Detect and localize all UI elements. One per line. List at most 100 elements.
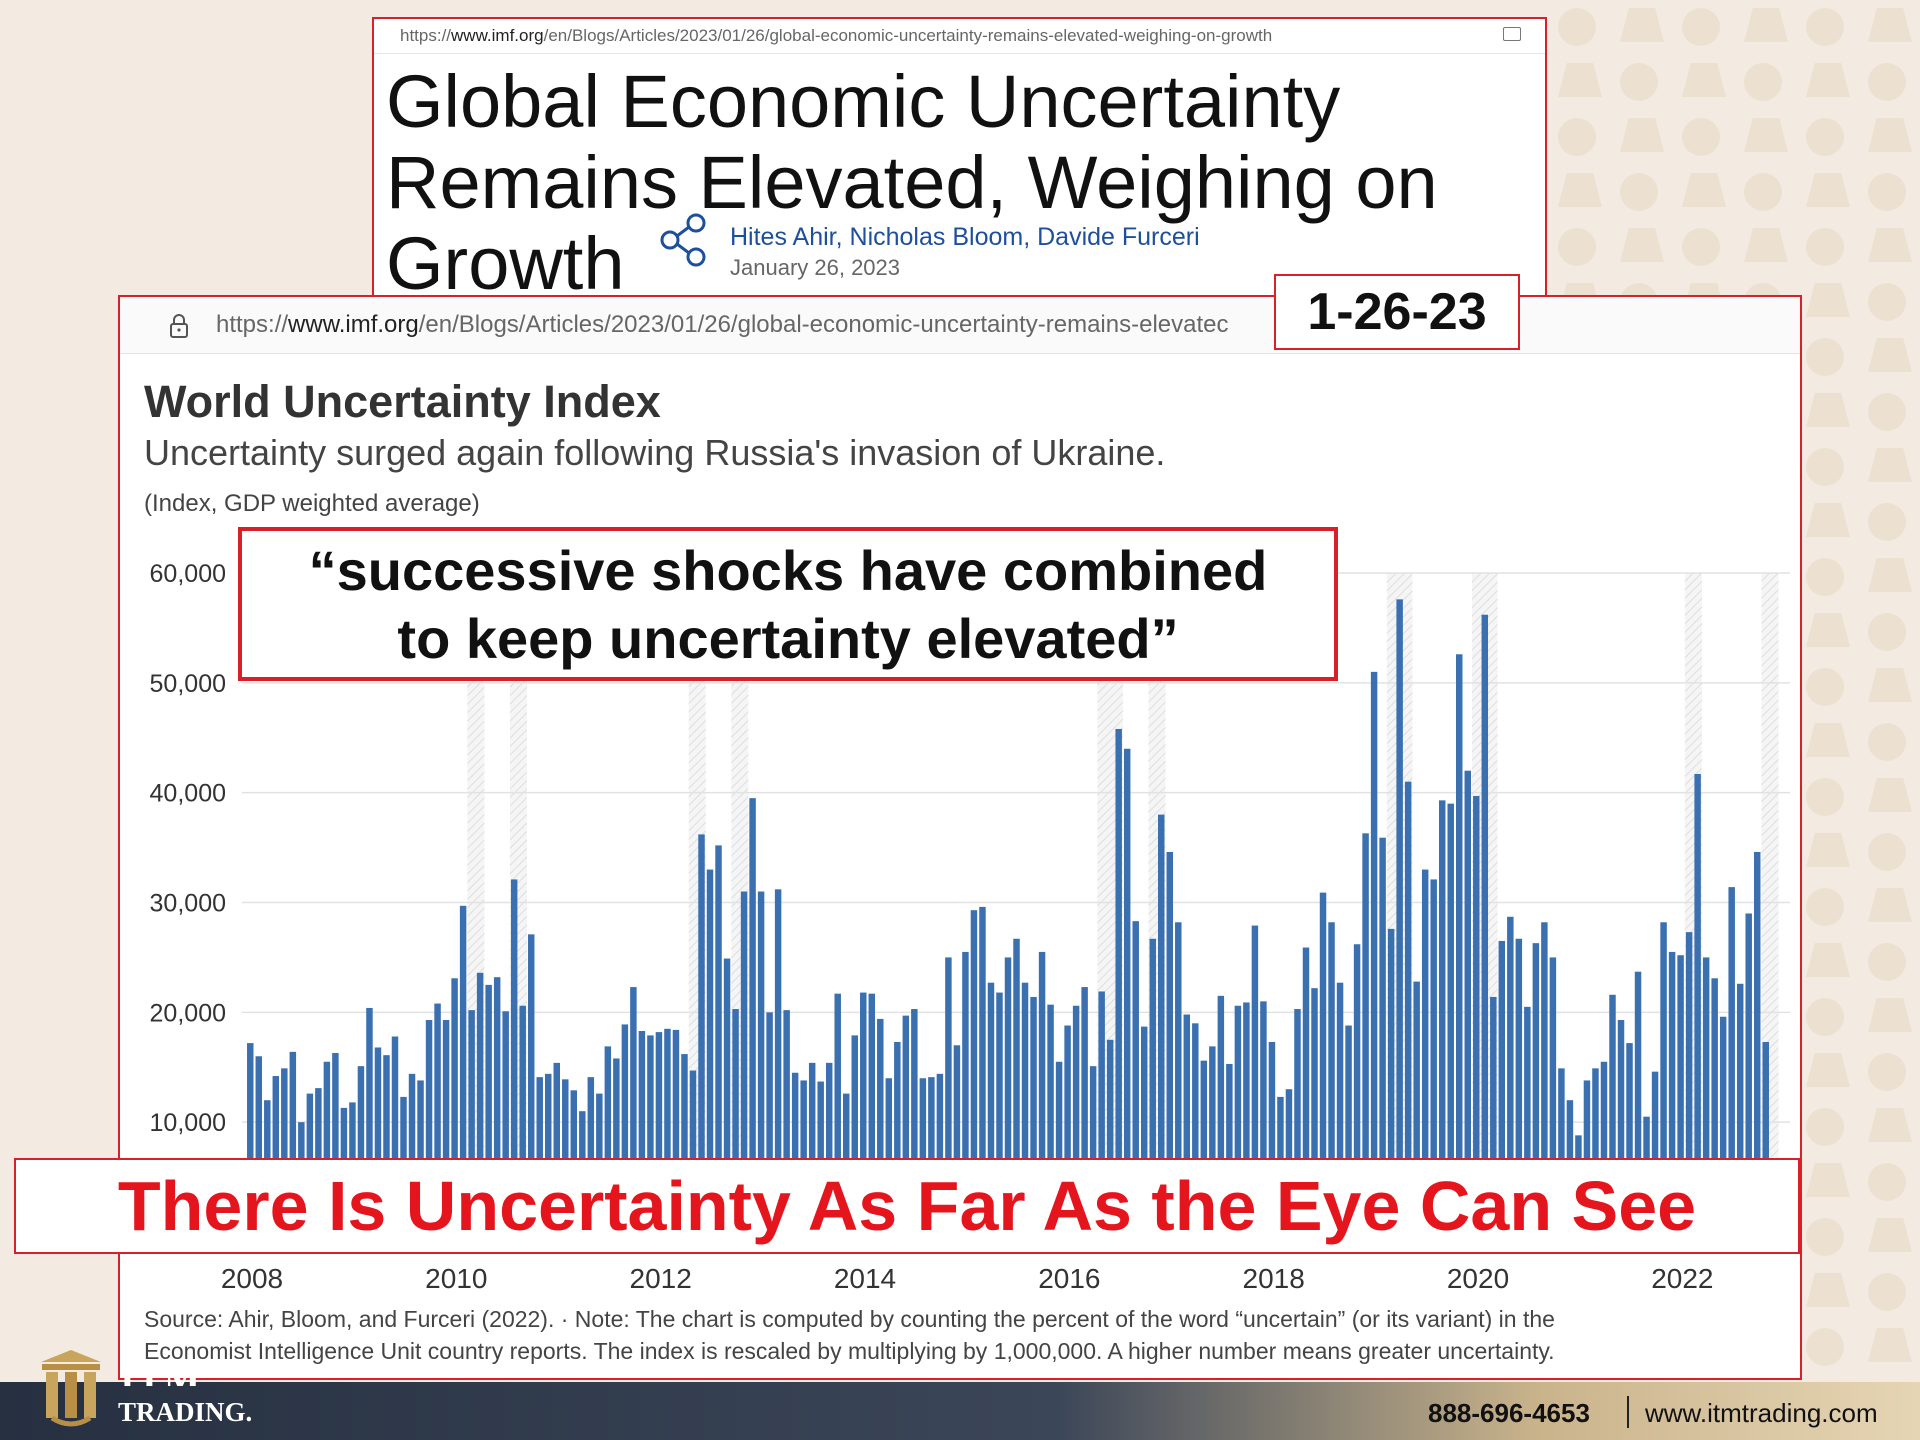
bar [1294, 1009, 1301, 1232]
bar [664, 1028, 671, 1232]
bar [1515, 938, 1523, 1232]
bar [485, 984, 492, 1232]
url-path: /en/Blogs/Articles/2023/01/26/global-eco… [543, 26, 1273, 45]
bar [1098, 991, 1105, 1232]
y-tick-label: 40,000 [150, 780, 226, 808]
tabs-icon[interactable] [1503, 27, 1521, 41]
pillar-logo-icon[interactable] [36, 1348, 106, 1428]
background-shape [1868, 998, 1912, 1032]
share-icon[interactable] [658, 211, 708, 269]
bar [1234, 1005, 1242, 1232]
bar [468, 1010, 475, 1232]
bar [383, 1055, 390, 1232]
background-shape [1868, 228, 1912, 262]
footer-separator [1627, 1396, 1629, 1428]
article-url-bar[interactable]: https://www.imf.org/en/Blogs/Articles/20… [374, 19, 1545, 54]
background-shape [1806, 63, 1850, 97]
url-prefix: https:// [400, 26, 452, 45]
bar [698, 834, 705, 1232]
bar [1115, 728, 1122, 1232]
source-line-2: Economist Intelligence Unit country repo… [144, 1338, 1555, 1364]
bar [791, 1072, 799, 1232]
background-shape [1806, 393, 1850, 427]
background-shape [1868, 1218, 1912, 1252]
bar [1438, 800, 1446, 1232]
background-shape [1868, 558, 1912, 592]
background-shape [1558, 8, 1596, 46]
background-shape [1806, 943, 1850, 977]
bar [425, 1020, 433, 1232]
bar [1328, 922, 1335, 1232]
bar [1660, 922, 1667, 1232]
brand-name-bottom: TRADING. [118, 1397, 253, 1427]
bar [1149, 938, 1156, 1232]
bar [1200, 1060, 1208, 1232]
bar [247, 1043, 254, 1232]
bar [1047, 1004, 1054, 1232]
bar [587, 1077, 595, 1232]
bar [1370, 671, 1378, 1232]
background-shape [1868, 1328, 1912, 1362]
footer-website-link[interactable]: www.itmtrading.com [1645, 1398, 1878, 1428]
source-line-1: Source: Ahir, Bloom, and Furceri (2022).… [144, 1306, 1555, 1332]
background-shape [1806, 1108, 1844, 1146]
background-shape [1806, 118, 1844, 156]
title-line-3: Growth [386, 222, 625, 305]
bar [1268, 1041, 1276, 1232]
y-tick-label: 50,000 [150, 670, 226, 698]
bar [1702, 957, 1710, 1232]
bar [1030, 996, 1037, 1232]
bar [536, 1077, 543, 1232]
bar [860, 992, 867, 1232]
bar [1302, 947, 1310, 1232]
background-shape [1806, 1163, 1850, 1197]
background-shape [1868, 448, 1912, 482]
bar [1600, 1061, 1608, 1232]
bar [1711, 978, 1718, 1232]
y-tick-label: 20,000 [150, 999, 226, 1027]
bar [1055, 1061, 1063, 1232]
chart-area: 10,000 20,000 30,000 40,000 50,000 60,000 2008… [150, 560, 1790, 1294]
footer-phone[interactable]: 888-696-4653 [1428, 1398, 1590, 1428]
background-shape [1868, 668, 1912, 702]
brand-name-top: ITM [120, 1360, 202, 1386]
footer-bar [0, 1382, 1920, 1440]
bar [519, 1005, 526, 1232]
background-shape [1868, 833, 1906, 871]
bar [1456, 654, 1463, 1232]
quote-line-1: “successive shocks have combined [308, 539, 1268, 602]
bar [510, 879, 518, 1232]
bar [638, 1031, 646, 1232]
x-tick-label: 2016 [1038, 1263, 1100, 1294]
background-shape [1806, 503, 1850, 537]
bar [1651, 1071, 1659, 1232]
background-shape [1682, 8, 1720, 46]
author-link[interactable]: Nicholas Bloom [849, 223, 1024, 251]
bar [1260, 1001, 1267, 1232]
bar [1226, 1063, 1233, 1232]
bar [1745, 913, 1752, 1232]
bar [1158, 814, 1165, 1232]
bar [1685, 932, 1693, 1232]
author-link[interactable]: Davide Furceri [1037, 223, 1200, 251]
bar [800, 1080, 807, 1232]
lock-icon[interactable] [168, 313, 190, 339]
bar [1217, 995, 1225, 1232]
bar [1353, 944, 1361, 1232]
bar [996, 992, 1003, 1232]
background-shape [1620, 228, 1664, 262]
bar [357, 1066, 365, 1232]
background-shape [1806, 1328, 1844, 1366]
background-shape [1868, 63, 1906, 101]
background-shape [1868, 173, 1906, 211]
bar [902, 1015, 910, 1232]
chart-url-bar[interactable]: https://www.imf.org/en/Blogs/Articles/20… [120, 297, 1800, 354]
chart-source-note: Source: Ahir, Bloom, and Furceri (2022).… [144, 1303, 1764, 1367]
background-shape [1868, 283, 1906, 321]
bar [1072, 1005, 1080, 1232]
bar [493, 977, 501, 1232]
author-link[interactable]: Hites Ahir [730, 223, 836, 251]
bar [1192, 1023, 1199, 1232]
bar [374, 1047, 382, 1232]
bar [706, 869, 714, 1232]
